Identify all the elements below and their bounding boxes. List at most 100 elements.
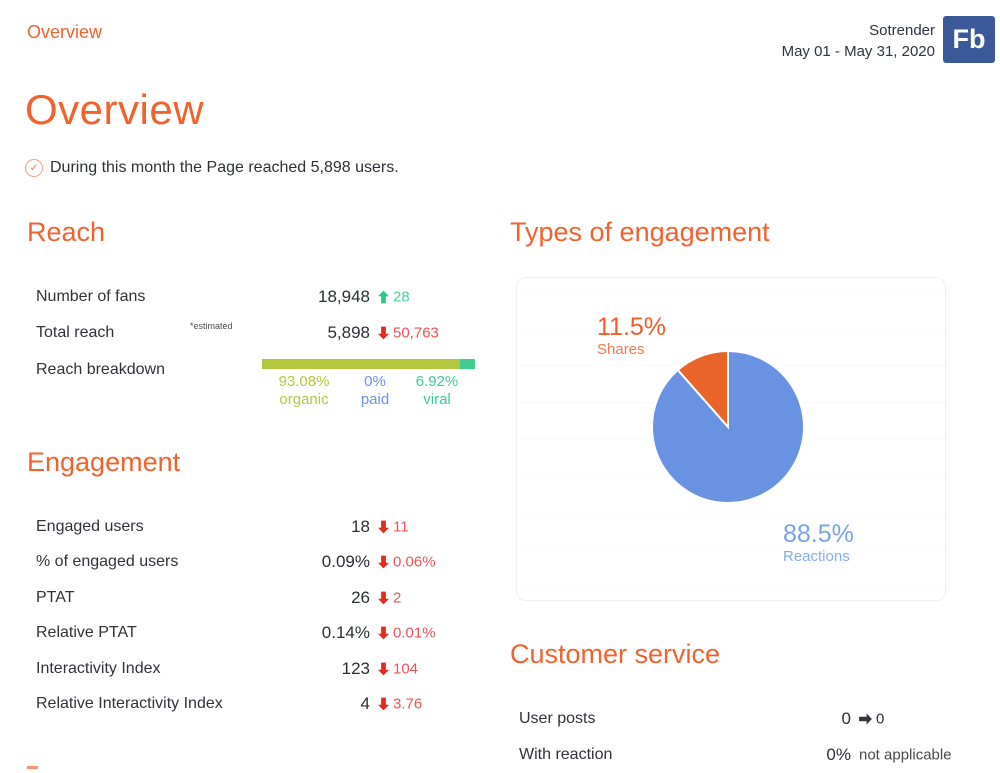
arrow-down-icon	[378, 591, 389, 605]
pie-chart	[650, 349, 805, 504]
breakdown-percent: 0%	[364, 373, 386, 390]
change-value: 2	[393, 589, 402, 607]
engagement-heading: Engagement	[27, 447, 181, 477]
arrow-up-icon	[378, 290, 389, 304]
change-value: not applicable	[859, 746, 952, 764]
change-value: 50,763	[393, 324, 439, 342]
change-value: 0.01%	[393, 624, 436, 642]
customer-service-heading: Customer service	[510, 639, 721, 669]
metric-label: PTAT	[36, 588, 75, 606]
breakdown-label-paid: 0% paid	[361, 373, 389, 409]
estimated-note: *estimated	[190, 321, 233, 331]
metric-value: 26	[351, 587, 370, 607]
arrow-down-icon	[378, 555, 389, 569]
breakdown-name: viral	[423, 391, 451, 408]
table-row: Engaged users 18 11	[27, 509, 477, 545]
facebook-logo-text: Fb	[952, 24, 986, 54]
metric-change: 28	[378, 289, 410, 306]
arrow-down-icon	[378, 626, 389, 640]
metric-value: 5,898	[327, 323, 370, 342]
reach-breakdown-labels: 93.08% organic 0% paid 6.92% viral	[262, 373, 475, 413]
metric-value: 0.14%	[321, 623, 370, 643]
breakdown-name: organic	[279, 391, 329, 408]
change-value: 104	[393, 660, 419, 678]
metric-label: % of engaged users	[36, 553, 179, 571]
metric-label: Reach breakdown	[36, 361, 165, 378]
arrow-down-icon	[378, 662, 389, 676]
metric-label: Number of fans	[36, 288, 146, 305]
check-circle-icon: ✓	[25, 159, 43, 177]
metric-value: 0.09%	[321, 552, 370, 572]
metric-change: not applicable	[859, 747, 952, 764]
change-value: 0.06%	[393, 553, 436, 571]
metric-change: 0.01%	[378, 625, 436, 642]
table-row: Total reach *estimated 5,898 50,763	[27, 315, 477, 351]
change-value: 0	[876, 710, 885, 728]
breadcrumb-title: Overview	[27, 22, 103, 42]
reach-table: Number of fans 18,948 28 Total reach *es…	[27, 279, 477, 413]
reactions-name: Reactions	[783, 548, 850, 565]
metric-change: 3.76	[378, 696, 422, 713]
table-row: Interactivity Index 123 104	[27, 651, 477, 687]
metric-label: With reaction	[519, 746, 613, 763]
metric-value: 0%	[826, 745, 851, 764]
change-value: 11	[393, 518, 409, 536]
metric-value: 123	[341, 658, 370, 678]
metric-change: 11	[378, 518, 409, 535]
bar-segment-organic	[262, 359, 461, 369]
metric-change: 2	[378, 589, 401, 606]
breakdown-name: paid	[360, 391, 390, 408]
table-row: Relative PTAT 0.14% 0.01%	[27, 616, 477, 652]
reach-breakdown-row: Reach breakdown 93.08% organic 0% paid 6…	[27, 351, 477, 413]
table-row: % of engaged users 0.09% 0.06%	[27, 545, 477, 581]
breakdown-label-organic: 93.08% organic	[279, 373, 330, 409]
metric-label: Total reach	[36, 324, 115, 341]
metric-change: 0	[859, 711, 884, 728]
bar-segment-viral	[460, 359, 475, 369]
metric-label: Relative PTAT	[36, 624, 137, 642]
shares-percent: 11.5%	[597, 313, 667, 341]
arrow-right-icon	[859, 713, 872, 725]
report-meta: Sotrender May 01 - May 31, 2020	[782, 20, 935, 62]
metric-value: 0	[841, 709, 851, 728]
metric-label: Relative Interactivity Index	[36, 695, 223, 713]
metric-value: 18	[351, 516, 370, 536]
summary-text: During this month the Page reached 5,898…	[50, 159, 399, 176]
breakdown-label-viral: 6.92% viral	[416, 373, 459, 409]
next-section-cutoff	[27, 766, 38, 769]
types-of-engagement-heading: Types of engagement	[510, 217, 770, 247]
metric-label: User posts	[519, 710, 596, 727]
arrow-down-icon	[378, 697, 389, 711]
customer-service-table: User posts 0 0 With reaction 0% not appl…	[510, 701, 960, 773]
pie-label-shares: 11.5% Shares	[597, 314, 666, 359]
facebook-logo: Fb	[943, 16, 995, 63]
change-value: 28	[393, 288, 410, 306]
metric-change: 104	[378, 660, 418, 677]
metric-value: 4	[360, 694, 370, 714]
page-title: Overview	[25, 86, 205, 133]
reach-heading: Reach	[27, 217, 106, 247]
metric-value: 18,948	[318, 287, 370, 306]
arrow-down-icon	[378, 326, 389, 340]
change-value: 3.76	[393, 695, 423, 713]
metric-label: Interactivity Index	[36, 659, 161, 677]
metric-change: 0.06%	[378, 554, 436, 571]
metric-change: 50,763	[378, 325, 439, 342]
engagement-table: Engaged users 18 11 % of engaged users 0…	[27, 509, 477, 722]
brand-name: Sotrender	[869, 22, 935, 39]
pie-label-reactions: 88.5% Reactions	[783, 521, 854, 566]
table-row: Number of fans 18,948 28	[27, 279, 477, 315]
reactions-percent: 88.5%	[783, 520, 854, 548]
table-row: User posts 0 0	[510, 701, 960, 737]
breakdown-percent: 6.92%	[415, 373, 459, 390]
date-range: May 01 - May 31, 2020	[781, 43, 935, 60]
shares-name: Shares	[597, 341, 645, 358]
table-row: Relative Interactivity Index 4 3.76	[27, 687, 477, 723]
table-row: PTAT 26 2	[27, 580, 477, 616]
summary-line: ✓ During this month the Page reached 5,8…	[25, 159, 399, 177]
table-row: With reaction 0% not applicable	[510, 737, 960, 773]
arrow-down-icon	[378, 520, 389, 534]
pie-slice-reactions	[650, 349, 805, 504]
metric-label: Engaged users	[36, 517, 144, 535]
reach-breakdown-bar	[262, 359, 475, 369]
